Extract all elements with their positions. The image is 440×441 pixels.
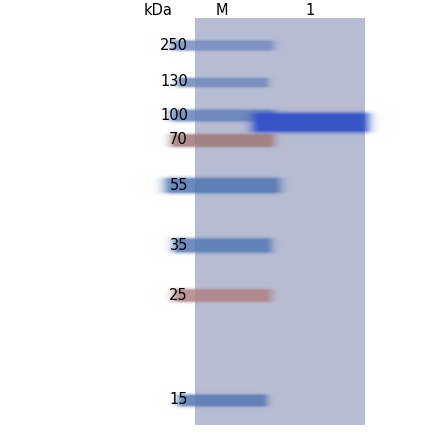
Text: 250: 250 — [160, 37, 188, 52]
Text: 35: 35 — [170, 238, 188, 253]
Text: 70: 70 — [169, 132, 188, 147]
Text: 100: 100 — [160, 108, 188, 123]
Text: 55: 55 — [169, 177, 188, 193]
Text: M: M — [216, 3, 228, 18]
Text: 130: 130 — [160, 75, 188, 90]
Text: 1: 1 — [305, 3, 315, 18]
Text: 25: 25 — [169, 288, 188, 303]
Text: 15: 15 — [169, 392, 188, 407]
Text: kDa: kDa — [143, 3, 172, 18]
